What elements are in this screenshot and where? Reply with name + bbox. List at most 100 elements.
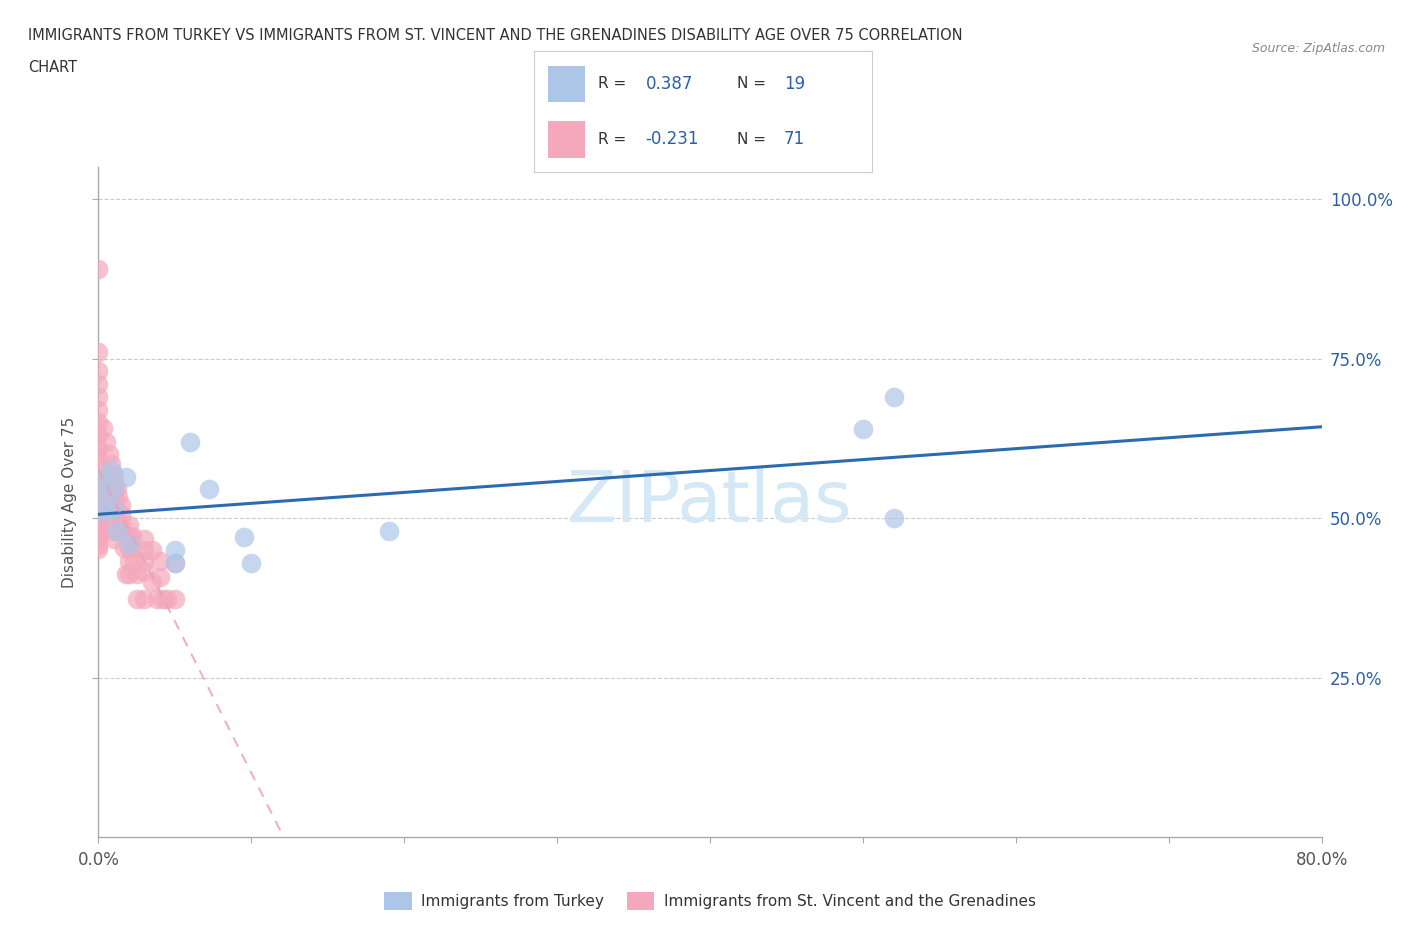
Point bbox=[152, 591, 174, 606]
Point bbox=[87, 441, 110, 456]
Point bbox=[110, 506, 132, 521]
Bar bbox=[548, 121, 585, 157]
Point bbox=[134, 542, 156, 557]
Legend: Immigrants from Turkey, Immigrants from St. Vincent and the Grenadines: Immigrants from Turkey, Immigrants from … bbox=[378, 885, 1042, 916]
Point bbox=[149, 553, 172, 568]
Point bbox=[110, 515, 132, 530]
Point bbox=[105, 481, 128, 496]
Y-axis label: Disability Age Over 75: Disability Age Over 75 bbox=[62, 417, 77, 588]
Point bbox=[883, 511, 905, 525]
Point bbox=[103, 482, 125, 497]
Point bbox=[91, 488, 114, 503]
Point bbox=[103, 466, 125, 481]
Point bbox=[103, 508, 125, 523]
Text: N =: N = bbox=[737, 76, 766, 91]
Point bbox=[91, 472, 114, 487]
Point bbox=[122, 553, 145, 568]
Text: R =: R = bbox=[599, 132, 627, 147]
Point bbox=[125, 566, 148, 581]
Point bbox=[149, 570, 172, 585]
Point bbox=[91, 420, 114, 435]
Point bbox=[87, 506, 110, 521]
Point bbox=[87, 495, 110, 510]
Point bbox=[112, 540, 135, 555]
Text: CHART: CHART bbox=[28, 60, 77, 75]
Text: 71: 71 bbox=[785, 130, 806, 149]
Point bbox=[87, 470, 110, 485]
Text: ZIPatlas: ZIPatlas bbox=[567, 468, 853, 537]
Point bbox=[378, 524, 401, 538]
Point bbox=[118, 528, 141, 543]
Point bbox=[121, 528, 143, 543]
Point bbox=[110, 524, 132, 538]
Point bbox=[163, 542, 186, 557]
Point bbox=[100, 463, 122, 478]
Point bbox=[103, 484, 125, 498]
Point bbox=[232, 530, 254, 545]
Point bbox=[103, 501, 125, 516]
Point bbox=[87, 501, 110, 516]
Point bbox=[163, 591, 186, 606]
Point bbox=[145, 591, 167, 606]
Point bbox=[91, 504, 114, 519]
Point bbox=[94, 434, 117, 449]
Point bbox=[883, 390, 905, 405]
Point bbox=[163, 555, 186, 570]
Point bbox=[115, 566, 138, 581]
Point bbox=[121, 540, 143, 555]
Point bbox=[107, 490, 129, 505]
Point bbox=[115, 470, 138, 485]
Bar bbox=[548, 66, 585, 102]
Point bbox=[87, 345, 110, 360]
Point bbox=[103, 475, 125, 490]
Point bbox=[852, 421, 875, 436]
Point bbox=[156, 591, 179, 606]
Point bbox=[87, 390, 110, 405]
Text: IMMIGRANTS FROM TURKEY VS IMMIGRANTS FROM ST. VINCENT AND THE GRENADINES DISABIL: IMMIGRANTS FROM TURKEY VS IMMIGRANTS FRO… bbox=[28, 28, 963, 43]
Point bbox=[87, 541, 110, 556]
Point bbox=[87, 450, 110, 465]
Point bbox=[125, 591, 148, 606]
Point bbox=[134, 532, 156, 547]
Point bbox=[103, 492, 125, 507]
Point bbox=[87, 511, 110, 525]
Point bbox=[141, 542, 163, 557]
Point bbox=[103, 499, 125, 514]
Point bbox=[134, 564, 156, 578]
Point bbox=[141, 575, 163, 590]
Point bbox=[163, 555, 186, 570]
Point bbox=[118, 537, 141, 551]
Point bbox=[87, 515, 110, 530]
Point bbox=[103, 532, 125, 547]
Point bbox=[87, 415, 110, 430]
Point bbox=[87, 524, 110, 538]
Point bbox=[134, 591, 156, 606]
Point bbox=[87, 488, 110, 503]
Point bbox=[103, 524, 125, 538]
Point bbox=[87, 519, 110, 534]
Point bbox=[87, 428, 110, 443]
Point bbox=[87, 475, 110, 490]
Point bbox=[87, 482, 110, 497]
Point bbox=[87, 538, 110, 552]
Point bbox=[87, 533, 110, 548]
Point bbox=[87, 364, 110, 379]
Point bbox=[87, 459, 110, 474]
Point bbox=[197, 482, 219, 497]
Point bbox=[240, 555, 263, 570]
Point bbox=[134, 553, 156, 568]
Point bbox=[98, 447, 121, 462]
Point bbox=[100, 457, 122, 472]
Text: Source: ZipAtlas.com: Source: ZipAtlas.com bbox=[1251, 42, 1385, 55]
Point bbox=[110, 498, 132, 512]
Text: R =: R = bbox=[599, 76, 627, 91]
Text: 0.387: 0.387 bbox=[645, 74, 693, 93]
Text: 19: 19 bbox=[785, 74, 806, 93]
Point bbox=[103, 515, 125, 530]
Point bbox=[179, 434, 201, 449]
Point bbox=[118, 517, 141, 532]
Point bbox=[118, 566, 141, 581]
Point bbox=[87, 262, 110, 277]
Point bbox=[118, 553, 141, 568]
Point bbox=[87, 528, 110, 543]
